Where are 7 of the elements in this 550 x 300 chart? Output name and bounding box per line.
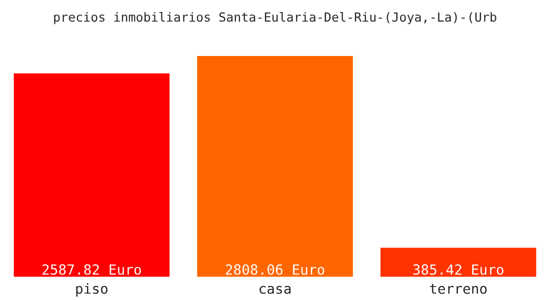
x-tick-label: casa [260, 286, 291, 294]
data-label: 385.42 Euro [413, 264, 504, 275]
data-label: 2808.06 Euro [226, 264, 324, 275]
x-tick-label: piso [76, 283, 108, 297]
data-label: 2587.82 Euro [42, 264, 141, 275]
chart-title: precios inmobiliarios Santa-Eularia-Del-Riu-(Joya,-La)-(Urb [54, 12, 496, 24]
x-tick-label: terreno [430, 284, 487, 294]
